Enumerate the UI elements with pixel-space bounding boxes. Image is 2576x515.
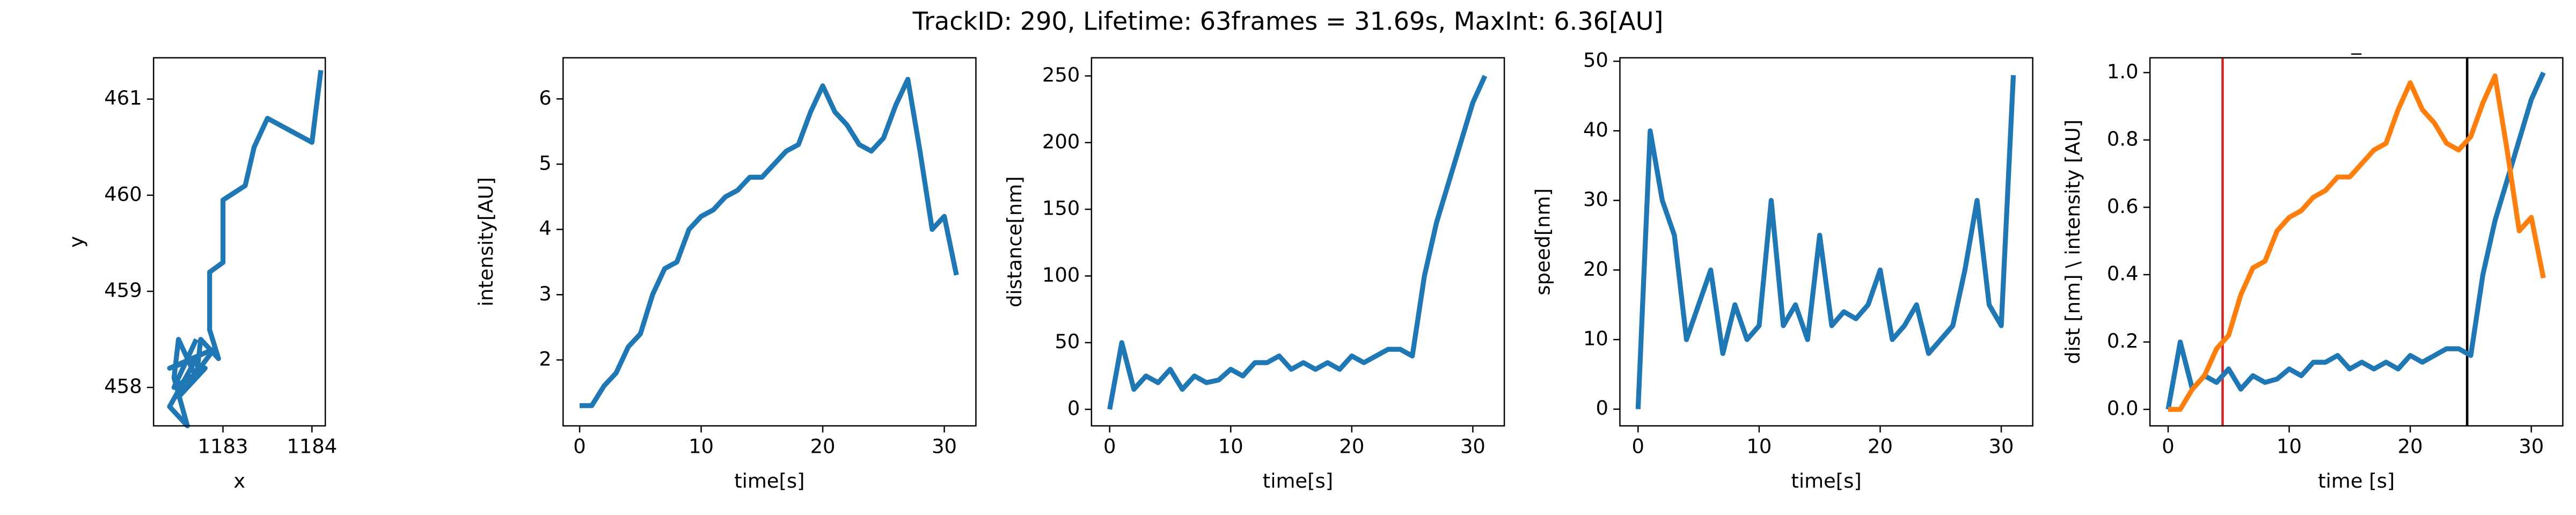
y-tick-label: 200 [1042,130,1080,153]
y-tick-label: 0 [1596,396,1608,420]
x-tick-label: 30 [2519,435,2544,458]
x-tick-label: 20 [1339,435,1364,458]
y-tick-label: 0.6 [2107,195,2139,218]
y-tick-label: 0 [1067,397,1080,420]
y-axis-label: dist [nm] \ intensity [AU] [2061,120,2084,364]
axes-frame [562,57,977,427]
axes-title: _ [2351,32,2362,55]
data-line [2168,73,2546,412]
x-axis-label: time[s] [1263,469,1333,492]
x-tick-label: 10 [1746,435,1772,458]
data-line [1107,75,1488,410]
y-tick-label: 30 [1583,188,1608,211]
x-axis-label: x [233,469,245,492]
y-tick-label: 20 [1583,258,1608,281]
y-tick-label: 100 [1042,263,1080,286]
x-tick-label: 10 [2277,435,2302,458]
y-axis-label: y [65,236,88,248]
x-tick-label: 20 [2398,435,2423,458]
data-line [580,77,959,408]
axes-frame [1619,57,2033,427]
y-tick-label: 40 [1583,118,1608,141]
x-tick-label: 20 [810,435,836,458]
axes-frame [2149,57,2564,427]
y-tick-label: 461 [104,86,142,109]
x-tick-label: 10 [1218,435,1243,458]
y-tick-label: 5 [539,151,551,174]
x-tick-label: 0 [1103,435,1116,458]
x-tick-label: 1183 [198,435,248,458]
x-tick-label: 30 [1460,435,1485,458]
y-tick-label: 0.2 [2107,329,2139,352]
y-tick-label: 459 [104,279,142,302]
y-tick-label: 460 [104,182,142,205]
x-tick-label: 0 [573,435,586,458]
x-axis-label: time[s] [1791,469,1861,492]
x-tick-label: 0 [1632,435,1644,458]
y-tick-label: 50 [1583,49,1608,72]
data-line [1635,75,2016,409]
figure-title: TrackID: 290, Lifetime: 63frames = 31.69… [912,7,1664,36]
y-tick-label: 10 [1583,327,1608,350]
y-tick-label: 4 [539,217,551,240]
y-tick-label: 50 [1055,330,1080,353]
x-tick-label: 20 [1868,435,1893,458]
data-line [167,70,324,429]
x-axis-label: time[s] [734,469,804,492]
axes-frame [152,57,326,427]
y-axis-label: intensity[AU] [474,177,497,306]
y-axis-label: speed[nm] [1531,188,1554,296]
y-tick-label: 0.8 [2107,127,2139,150]
x-tick-label: 30 [932,435,957,458]
x-axis-label: time [s] [2318,469,2395,492]
y-tick-label: 2 [539,347,551,370]
y-tick-label: 150 [1042,197,1080,220]
x-tick-label: 10 [689,435,714,458]
y-tick-label: 6 [539,86,551,109]
y-tick-label: 3 [539,282,551,305]
y-tick-label: 250 [1042,63,1080,86]
data-line [2165,71,2546,410]
y-axis-label: distance[nm] [1003,176,1026,308]
y-tick-label: 1.0 [2107,60,2139,83]
axes-frame [1091,57,1505,427]
x-tick-label: 1184 [287,435,337,458]
y-tick-label: 0.0 [2107,397,2139,420]
x-tick-label: 30 [1989,435,2014,458]
y-tick-label: 458 [104,375,142,398]
y-tick-label: 0.4 [2107,262,2139,285]
x-tick-label: 0 [2162,435,2174,458]
